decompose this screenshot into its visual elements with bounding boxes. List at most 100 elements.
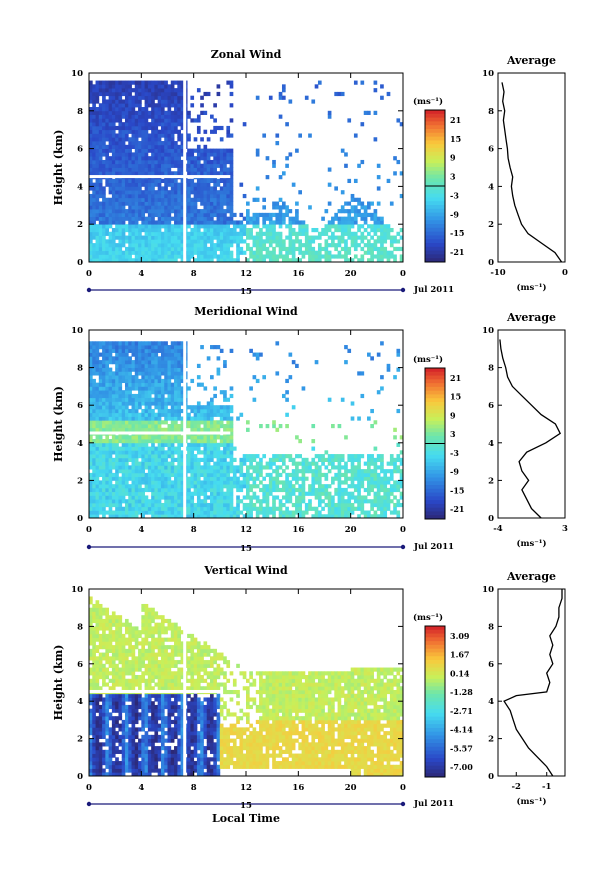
- heatmap-cell: [213, 190, 217, 195]
- heatmap-cell: [196, 159, 201, 165]
- heatmap-cell: [105, 461, 110, 466]
- heatmap-cell: [111, 197, 116, 202]
- heatmap-cell: [167, 363, 172, 368]
- heatmap-cell: [350, 502, 355, 508]
- heatmap-cell: [92, 401, 96, 406]
- heatmap-cell: [111, 209, 116, 214]
- heatmap-cell: [170, 382, 175, 387]
- heatmap-cell: [252, 476, 257, 481]
- heatmap-cell: [89, 378, 93, 384]
- heatmap-cell: [98, 171, 103, 176]
- heatmap-cell: [301, 231, 306, 236]
- heatmap-cell: [164, 487, 168, 493]
- heatmap-cell: [118, 476, 123, 481]
- heatmap-cell: [298, 190, 302, 195]
- heatmap-cell: [219, 171, 224, 176]
- heatmap-cell: [259, 235, 263, 240]
- heatmap-cell: [141, 499, 145, 504]
- heatmap-cell: [200, 506, 204, 511]
- heatmap-cell: [281, 246, 286, 252]
- heatmap-cell: [151, 427, 155, 432]
- heatmap-cell: [180, 220, 185, 225]
- heatmap-cell: [187, 243, 191, 248]
- heatmap-cell: [167, 506, 172, 511]
- heatmap-cell: [138, 352, 142, 357]
- heatmap-cell: [187, 487, 191, 493]
- heatmap-cell: [367, 454, 371, 459]
- heatmap-cell: [190, 103, 195, 108]
- heatmap-cell: [229, 514, 234, 519]
- heatmap-cell: [200, 412, 204, 417]
- heatmap-cell: [124, 129, 129, 134]
- heatmap-cell: [383, 239, 388, 244]
- heatmap-cell: [154, 258, 159, 263]
- heatmap-cell: [229, 209, 234, 214]
- heatmap-cell: [311, 250, 316, 255]
- heatmap-cell: [92, 129, 96, 134]
- heatmap-cell: [147, 510, 152, 515]
- heatmap-cell: [216, 216, 221, 221]
- heatmap-cell: [340, 499, 345, 504]
- heatmap-cell: [108, 84, 113, 89]
- heatmap-cell: [92, 258, 96, 263]
- heatmap-cell: [334, 502, 338, 508]
- heatmap-cell: [380, 243, 384, 248]
- heatmap-cell: [115, 352, 119, 357]
- heatmap-cell: [259, 472, 263, 478]
- heatmap-cell: [111, 491, 116, 496]
- heatmap-cell: [334, 227, 338, 233]
- heatmap-cell: [95, 84, 100, 89]
- heatmap-cell: [226, 235, 231, 240]
- heatmap-cell: [347, 495, 352, 500]
- heatmap-cell: [370, 246, 374, 252]
- heatmap-cell: [115, 450, 119, 455]
- heatmap-cell: [223, 216, 227, 221]
- heatmap-cell: [144, 393, 149, 399]
- heatmap-cell: [226, 416, 231, 421]
- heatmap-cell: [223, 469, 227, 474]
- heatmap-cell: [98, 201, 103, 206]
- heatmap-cell: [177, 454, 181, 459]
- heatmap-cell: [124, 491, 129, 496]
- heatmap-cell: [340, 246, 345, 252]
- heatmap-cell: [206, 495, 211, 500]
- heatmap-cell: [255, 469, 260, 474]
- heatmap-cell: [203, 246, 208, 252]
- heatmap-cell: [118, 356, 123, 361]
- heatmap-cell: [259, 510, 263, 515]
- heatmap-cell: [141, 491, 145, 496]
- heatmap-cell: [216, 254, 221, 259]
- heatmap-cell: [124, 472, 129, 478]
- heatmap-cell: [350, 457, 355, 462]
- heatmap-cell: [327, 491, 332, 496]
- heatmap-cell: [151, 457, 155, 462]
- heatmap-cell: [131, 80, 136, 85]
- heatmap-cell: [190, 254, 195, 259]
- heatmap-cell: [340, 491, 345, 496]
- heatmap-cell: [229, 250, 234, 255]
- heatmap-cell: [301, 243, 306, 248]
- data-gap: [183, 73, 187, 262]
- heatmap-cell: [167, 484, 172, 489]
- heatmap-cell: [275, 454, 280, 459]
- heatmap-cell: [118, 137, 123, 142]
- heatmap-cell: [216, 178, 221, 184]
- heatmap-cell: [170, 125, 175, 131]
- heatmap-cell: [131, 514, 136, 519]
- heatmap-cell: [102, 386, 106, 391]
- heatmap-cell: [160, 243, 165, 248]
- heatmap-cell: [134, 386, 139, 391]
- heatmap-cell: [160, 186, 165, 191]
- heatmap-cell: [393, 427, 397, 432]
- heatmap-cell: [89, 345, 93, 350]
- heatmap-cell: [239, 239, 244, 244]
- heatmap-cell: [268, 506, 273, 511]
- heatmap-cell: [265, 506, 270, 511]
- heatmap-cell: [157, 393, 162, 399]
- heatmap-cell: [124, 178, 129, 184]
- heatmap-cell: [138, 190, 142, 195]
- heatmap-cell: [147, 163, 152, 168]
- heatmap-cell: [255, 186, 260, 191]
- heatmap-cell: [350, 239, 355, 244]
- heatmap-cell: [128, 209, 132, 214]
